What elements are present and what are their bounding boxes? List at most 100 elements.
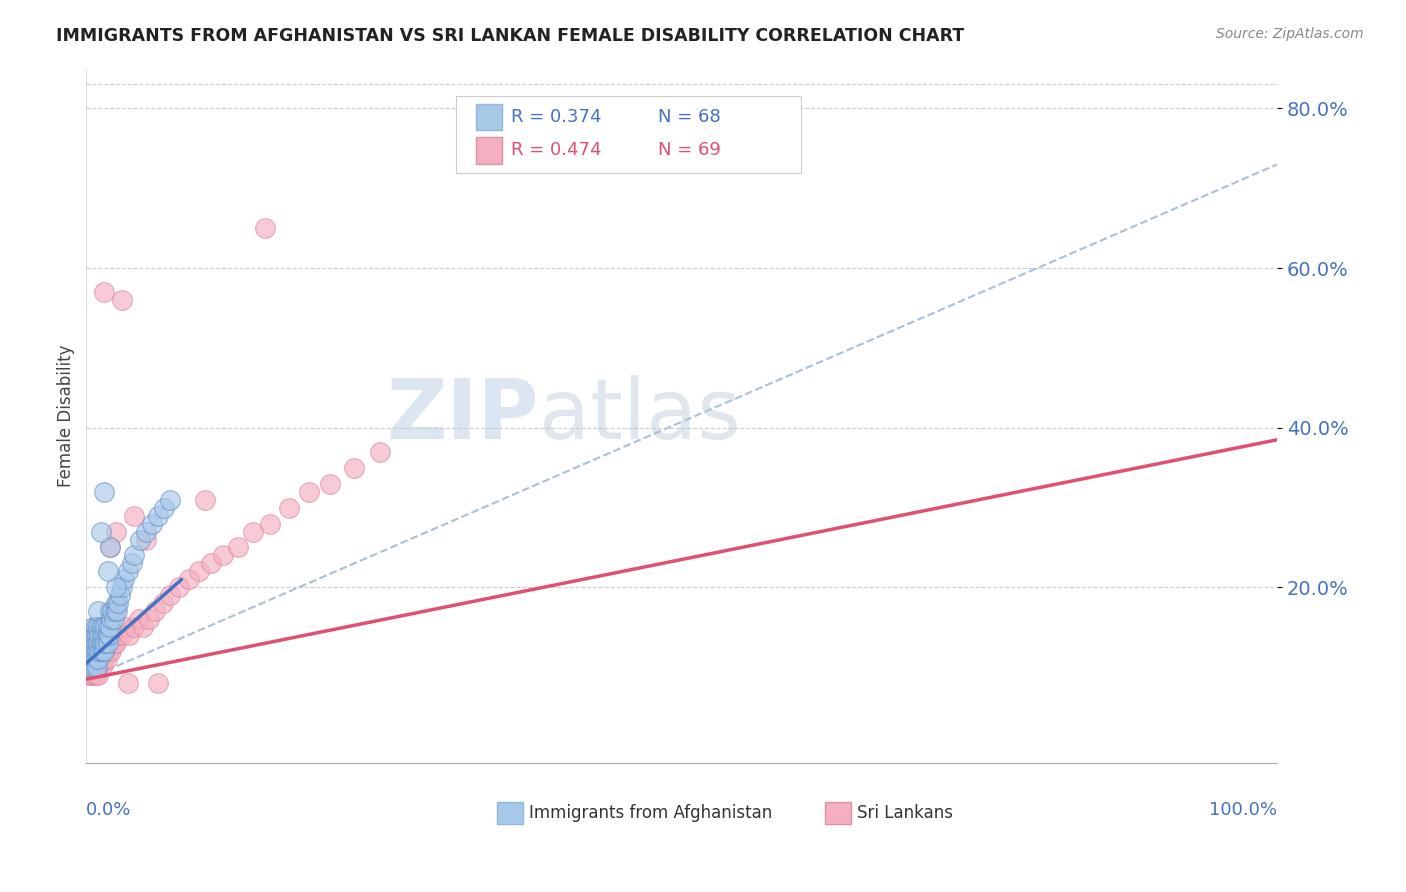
Point	[98, 620, 121, 634]
Point	[105, 636, 128, 650]
Point	[90, 620, 112, 634]
Point	[87, 636, 110, 650]
Point	[96, 652, 118, 666]
Point	[111, 628, 134, 642]
Point	[370, 444, 392, 458]
Point	[117, 565, 139, 579]
Text: N = 68: N = 68	[658, 108, 721, 126]
Point	[118, 628, 141, 642]
Point	[152, 500, 174, 515]
Point	[91, 644, 114, 658]
Point	[84, 636, 107, 650]
Point	[77, 652, 100, 666]
Point	[103, 612, 125, 626]
Point	[226, 541, 249, 555]
Point	[79, 644, 101, 658]
Point	[212, 549, 235, 563]
Point	[93, 628, 115, 642]
Point	[80, 652, 103, 666]
Point	[94, 644, 117, 658]
Point	[77, 636, 100, 650]
Point	[76, 660, 98, 674]
Point	[80, 652, 103, 666]
Point	[152, 596, 174, 610]
Point	[105, 581, 128, 595]
Point	[86, 660, 108, 674]
Point	[122, 508, 145, 523]
Point	[277, 500, 299, 515]
Point	[121, 557, 143, 571]
Point	[79, 644, 101, 658]
Point	[298, 484, 321, 499]
Point	[97, 636, 120, 650]
Point	[107, 628, 129, 642]
Point	[82, 644, 104, 658]
Point	[83, 644, 105, 658]
Point	[82, 620, 104, 634]
Point	[101, 628, 124, 642]
Y-axis label: Female Disability: Female Disability	[58, 344, 75, 487]
Point	[103, 636, 125, 650]
Point	[135, 524, 157, 539]
Point	[132, 620, 155, 634]
Point	[91, 636, 114, 650]
Point	[82, 644, 104, 658]
Point	[96, 628, 118, 642]
Point	[82, 668, 104, 682]
Point	[188, 565, 211, 579]
Point	[105, 596, 128, 610]
Text: Immigrants from Afghanistan: Immigrants from Afghanistan	[530, 804, 773, 822]
Point	[86, 660, 108, 674]
Point	[83, 644, 105, 658]
Point	[138, 612, 160, 626]
Point	[80, 668, 103, 682]
Text: 0.0%: 0.0%	[86, 801, 132, 819]
Point	[97, 620, 120, 634]
Text: atlas: atlas	[538, 376, 741, 457]
Point	[79, 660, 101, 674]
Point	[82, 660, 104, 674]
Point	[90, 636, 112, 650]
Point	[146, 508, 169, 523]
Point	[177, 573, 200, 587]
Text: Source: ZipAtlas.com: Source: ZipAtlas.com	[1216, 27, 1364, 41]
Point	[93, 285, 115, 299]
Text: ZIP: ZIP	[387, 376, 538, 457]
Point	[105, 524, 128, 539]
Point	[146, 676, 169, 690]
Point	[84, 668, 107, 682]
Point	[242, 524, 264, 539]
Point	[98, 541, 121, 555]
Point	[200, 557, 222, 571]
Point	[83, 660, 105, 674]
Point	[89, 644, 111, 658]
FancyBboxPatch shape	[475, 137, 502, 163]
Point	[77, 652, 100, 666]
Point	[82, 628, 104, 642]
Point	[253, 221, 276, 235]
Point	[82, 660, 104, 674]
Point	[93, 652, 115, 666]
Point	[259, 516, 281, 531]
Point	[84, 652, 107, 666]
Text: R = 0.474: R = 0.474	[512, 142, 602, 160]
Point	[111, 293, 134, 307]
Point	[100, 644, 122, 658]
Point	[167, 581, 190, 595]
Point	[93, 644, 115, 658]
FancyBboxPatch shape	[498, 802, 523, 824]
Text: IMMIGRANTS FROM AFGHANISTAN VS SRI LANKAN FEMALE DISABILITY CORRELATION CHART: IMMIGRANTS FROM AFGHANISTAN VS SRI LANKA…	[56, 27, 965, 45]
Point	[83, 660, 105, 674]
Point	[84, 652, 107, 666]
Point	[114, 620, 136, 634]
Point	[343, 460, 366, 475]
Point	[117, 676, 139, 690]
Point	[159, 492, 181, 507]
Point	[89, 660, 111, 674]
Point	[89, 628, 111, 642]
Point	[112, 573, 135, 587]
Point	[90, 636, 112, 650]
Point	[101, 604, 124, 618]
Point	[98, 541, 121, 555]
Text: R = 0.374: R = 0.374	[512, 108, 602, 126]
